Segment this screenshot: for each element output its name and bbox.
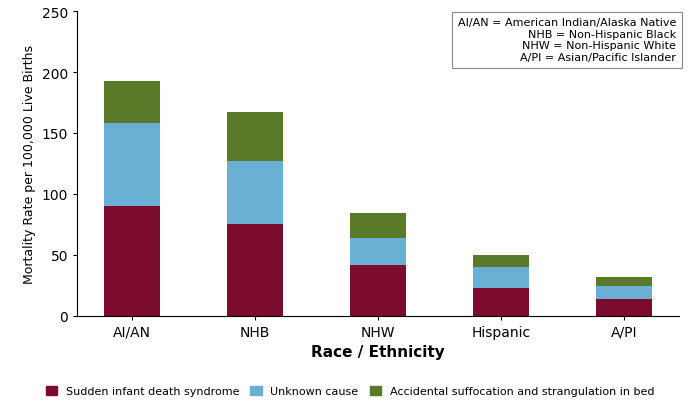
Bar xyxy=(228,225,283,316)
Bar xyxy=(228,113,283,162)
Bar xyxy=(350,265,406,316)
Bar xyxy=(350,214,406,238)
Bar xyxy=(104,207,160,316)
Bar xyxy=(596,287,652,299)
Bar xyxy=(350,238,406,265)
Text: AI/AN = American Indian/Alaska Native
NHB = Non-Hispanic Black
NHW = Non-Hispani: AI/AN = American Indian/Alaska Native NH… xyxy=(458,18,676,63)
Bar xyxy=(473,267,528,288)
Bar xyxy=(596,277,652,287)
Bar xyxy=(104,124,160,207)
Bar xyxy=(473,255,528,267)
Bar xyxy=(596,299,652,316)
Y-axis label: Mortality Rate per 100,000 Live Births: Mortality Rate per 100,000 Live Births xyxy=(23,45,36,283)
X-axis label: Race / Ethnicity: Race / Ethnicity xyxy=(311,344,445,359)
Bar xyxy=(473,288,528,316)
Legend: Sudden infant death syndrome, Unknown cause, Accidental suffocation and strangul: Sudden infant death syndrome, Unknown ca… xyxy=(43,382,657,399)
Bar xyxy=(228,162,283,225)
Bar xyxy=(104,81,160,124)
